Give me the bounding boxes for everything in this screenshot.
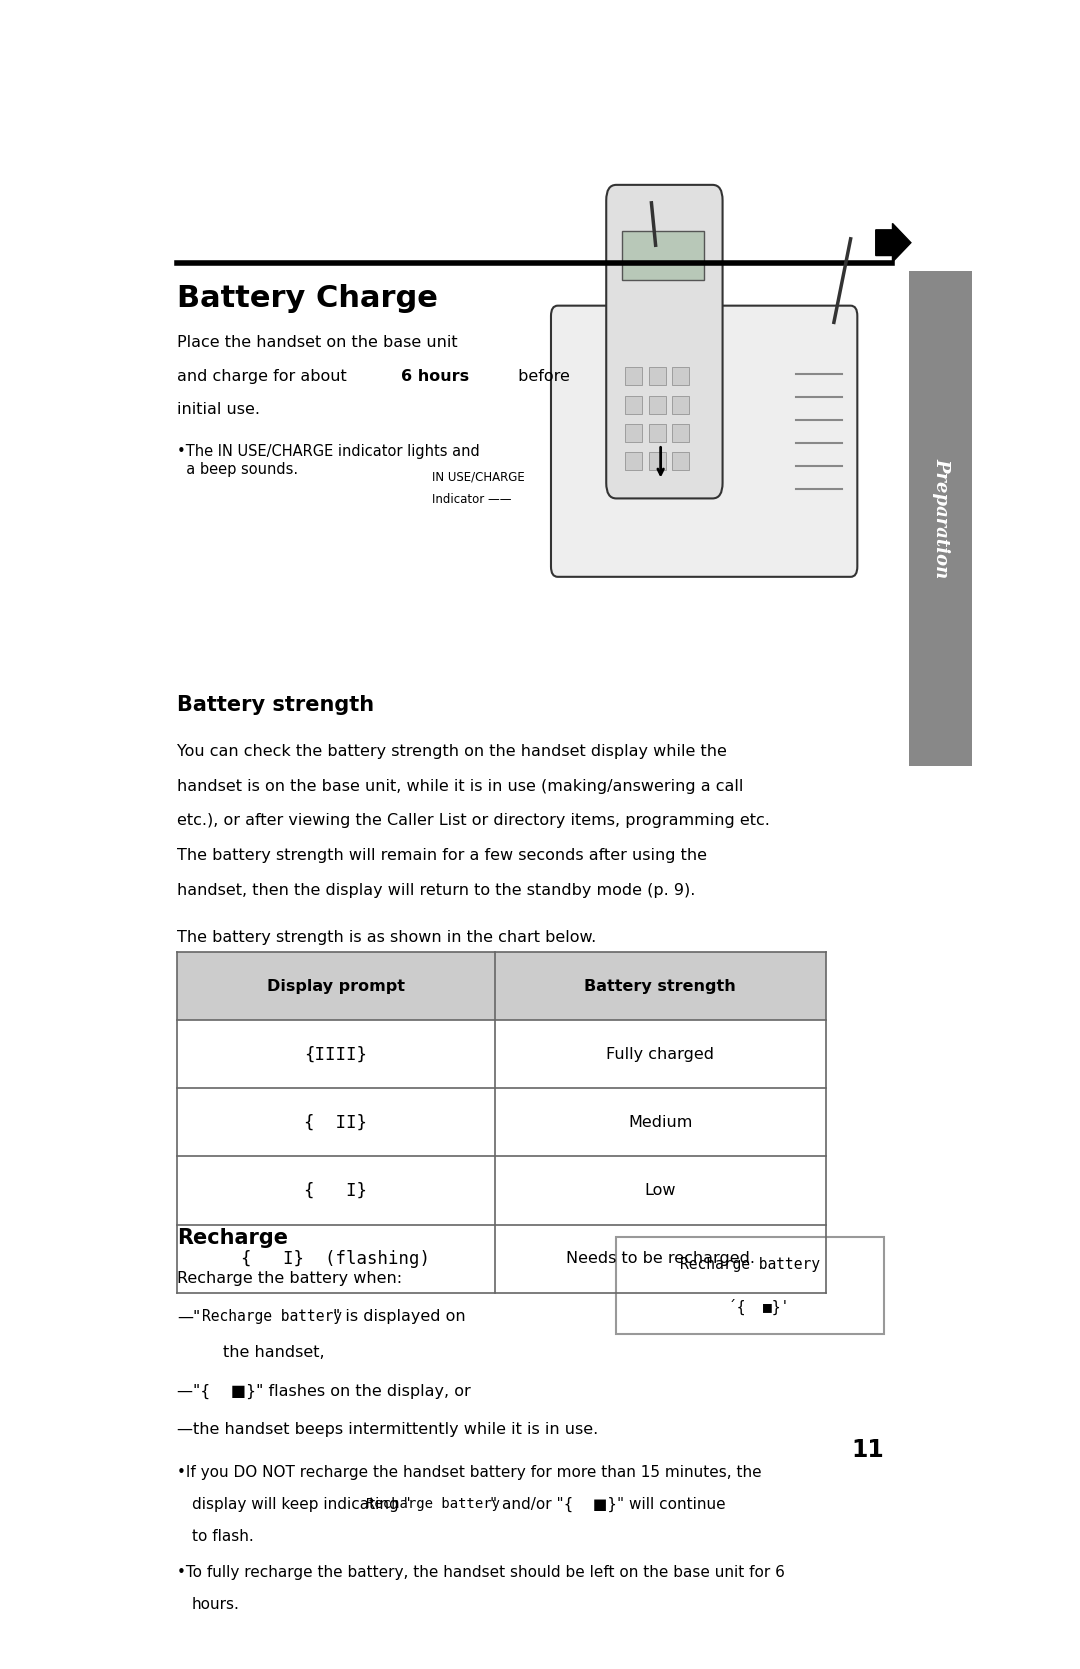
Text: Medium: Medium — [629, 1115, 692, 1130]
Bar — [673, 424, 689, 442]
Text: •The IN USE/CHARGE indicator lights and
  a beep sounds.: •The IN USE/CHARGE indicator lights and … — [177, 444, 480, 477]
Text: •If you DO NOT recharge the handset battery for more than 15 minutes, the: •If you DO NOT recharge the handset batt… — [177, 1465, 761, 1480]
Bar — [673, 452, 689, 471]
Bar — [625, 424, 643, 442]
Text: —": —" — [177, 1310, 200, 1324]
Text: Recharge the battery when:: Recharge the battery when: — [177, 1270, 402, 1285]
Text: Needs to be recharged.: Needs to be recharged. — [566, 1252, 755, 1267]
Bar — [673, 367, 689, 386]
Bar — [649, 424, 665, 442]
Text: —the handset beeps intermittently while it is in use.: —the handset beeps intermittently while … — [177, 1422, 598, 1437]
Text: Recharge: Recharge — [177, 1228, 288, 1248]
Text: Recharge battery: Recharge battery — [680, 1257, 820, 1272]
Text: display will keep indicating ": display will keep indicating " — [192, 1497, 410, 1512]
Text: The battery strength will remain for a few seconds after using the: The battery strength will remain for a f… — [177, 848, 706, 863]
Text: Display prompt: Display prompt — [267, 978, 405, 993]
Text: You can check the battery strength on the handset display while the: You can check the battery strength on th… — [177, 744, 727, 759]
Text: {  II}: { II} — [305, 1113, 367, 1132]
Text: The battery strength is as shown in the chart below.: The battery strength is as shown in the … — [177, 930, 596, 945]
Bar — [177, 951, 825, 1020]
Bar — [649, 452, 665, 471]
Text: {IIII}: {IIII} — [305, 1045, 367, 1063]
Text: ´{  ■}': ´{ ■}' — [728, 1298, 789, 1315]
Text: Place the handset on the base unit: Place the handset on the base unit — [177, 335, 458, 350]
Bar — [649, 396, 665, 414]
Text: to flash.: to flash. — [192, 1529, 254, 1544]
Text: " and/or "{    ■}" will continue: " and/or "{ ■}" will continue — [490, 1497, 726, 1512]
Text: Battery strength: Battery strength — [584, 978, 737, 993]
Text: {   I}  (flashing): { I} (flashing) — [242, 1250, 430, 1267]
Text: 11: 11 — [851, 1439, 883, 1462]
Bar — [622, 230, 704, 280]
Text: handset is on the base unit, while it is in use (making/answering a call: handset is on the base unit, while it is… — [177, 778, 743, 793]
Text: Battery strength: Battery strength — [177, 694, 374, 714]
Text: Recharge battery: Recharge battery — [202, 1310, 342, 1324]
Text: Recharge battery: Recharge battery — [366, 1497, 500, 1510]
Text: " is displayed on: " is displayed on — [333, 1310, 465, 1324]
FancyArrow shape — [876, 224, 910, 262]
Text: Fully charged: Fully charged — [606, 1046, 714, 1061]
Bar — [625, 367, 643, 386]
Text: •To fully recharge the battery, the handset should be left on the base unit for : •To fully recharge the battery, the hand… — [177, 1566, 785, 1581]
Text: the handset,: the handset, — [222, 1345, 324, 1360]
Text: Preparation: Preparation — [932, 457, 950, 577]
Text: —"{    ■}" flashes on the display, or: —"{ ■}" flashes on the display, or — [177, 1384, 471, 1399]
Text: {   I}: { I} — [305, 1182, 367, 1200]
FancyBboxPatch shape — [606, 185, 723, 499]
Bar — [673, 396, 689, 414]
Text: Battery Charge: Battery Charge — [177, 284, 437, 312]
Bar — [649, 367, 665, 386]
Text: initial use.: initial use. — [177, 402, 260, 417]
Text: Indicator ——: Indicator —— — [432, 494, 512, 506]
Text: hours.: hours. — [192, 1597, 240, 1612]
Bar — [625, 452, 643, 471]
Text: 6 hours: 6 hours — [401, 369, 470, 384]
Text: before: before — [513, 369, 570, 384]
Text: Low: Low — [645, 1183, 676, 1198]
Text: IN USE/CHARGE: IN USE/CHARGE — [432, 471, 525, 482]
Bar — [617, 1237, 885, 1334]
FancyBboxPatch shape — [551, 305, 858, 577]
Text: etc.), or after viewing the Caller List or directory items, programming etc.: etc.), or after viewing the Caller List … — [177, 813, 770, 828]
Text: handset, then the display will return to the standby mode (p. 9).: handset, then the display will return to… — [177, 883, 696, 898]
Bar — [625, 396, 643, 414]
Text: and charge for about: and charge for about — [177, 369, 352, 384]
Bar — [909, 270, 972, 766]
